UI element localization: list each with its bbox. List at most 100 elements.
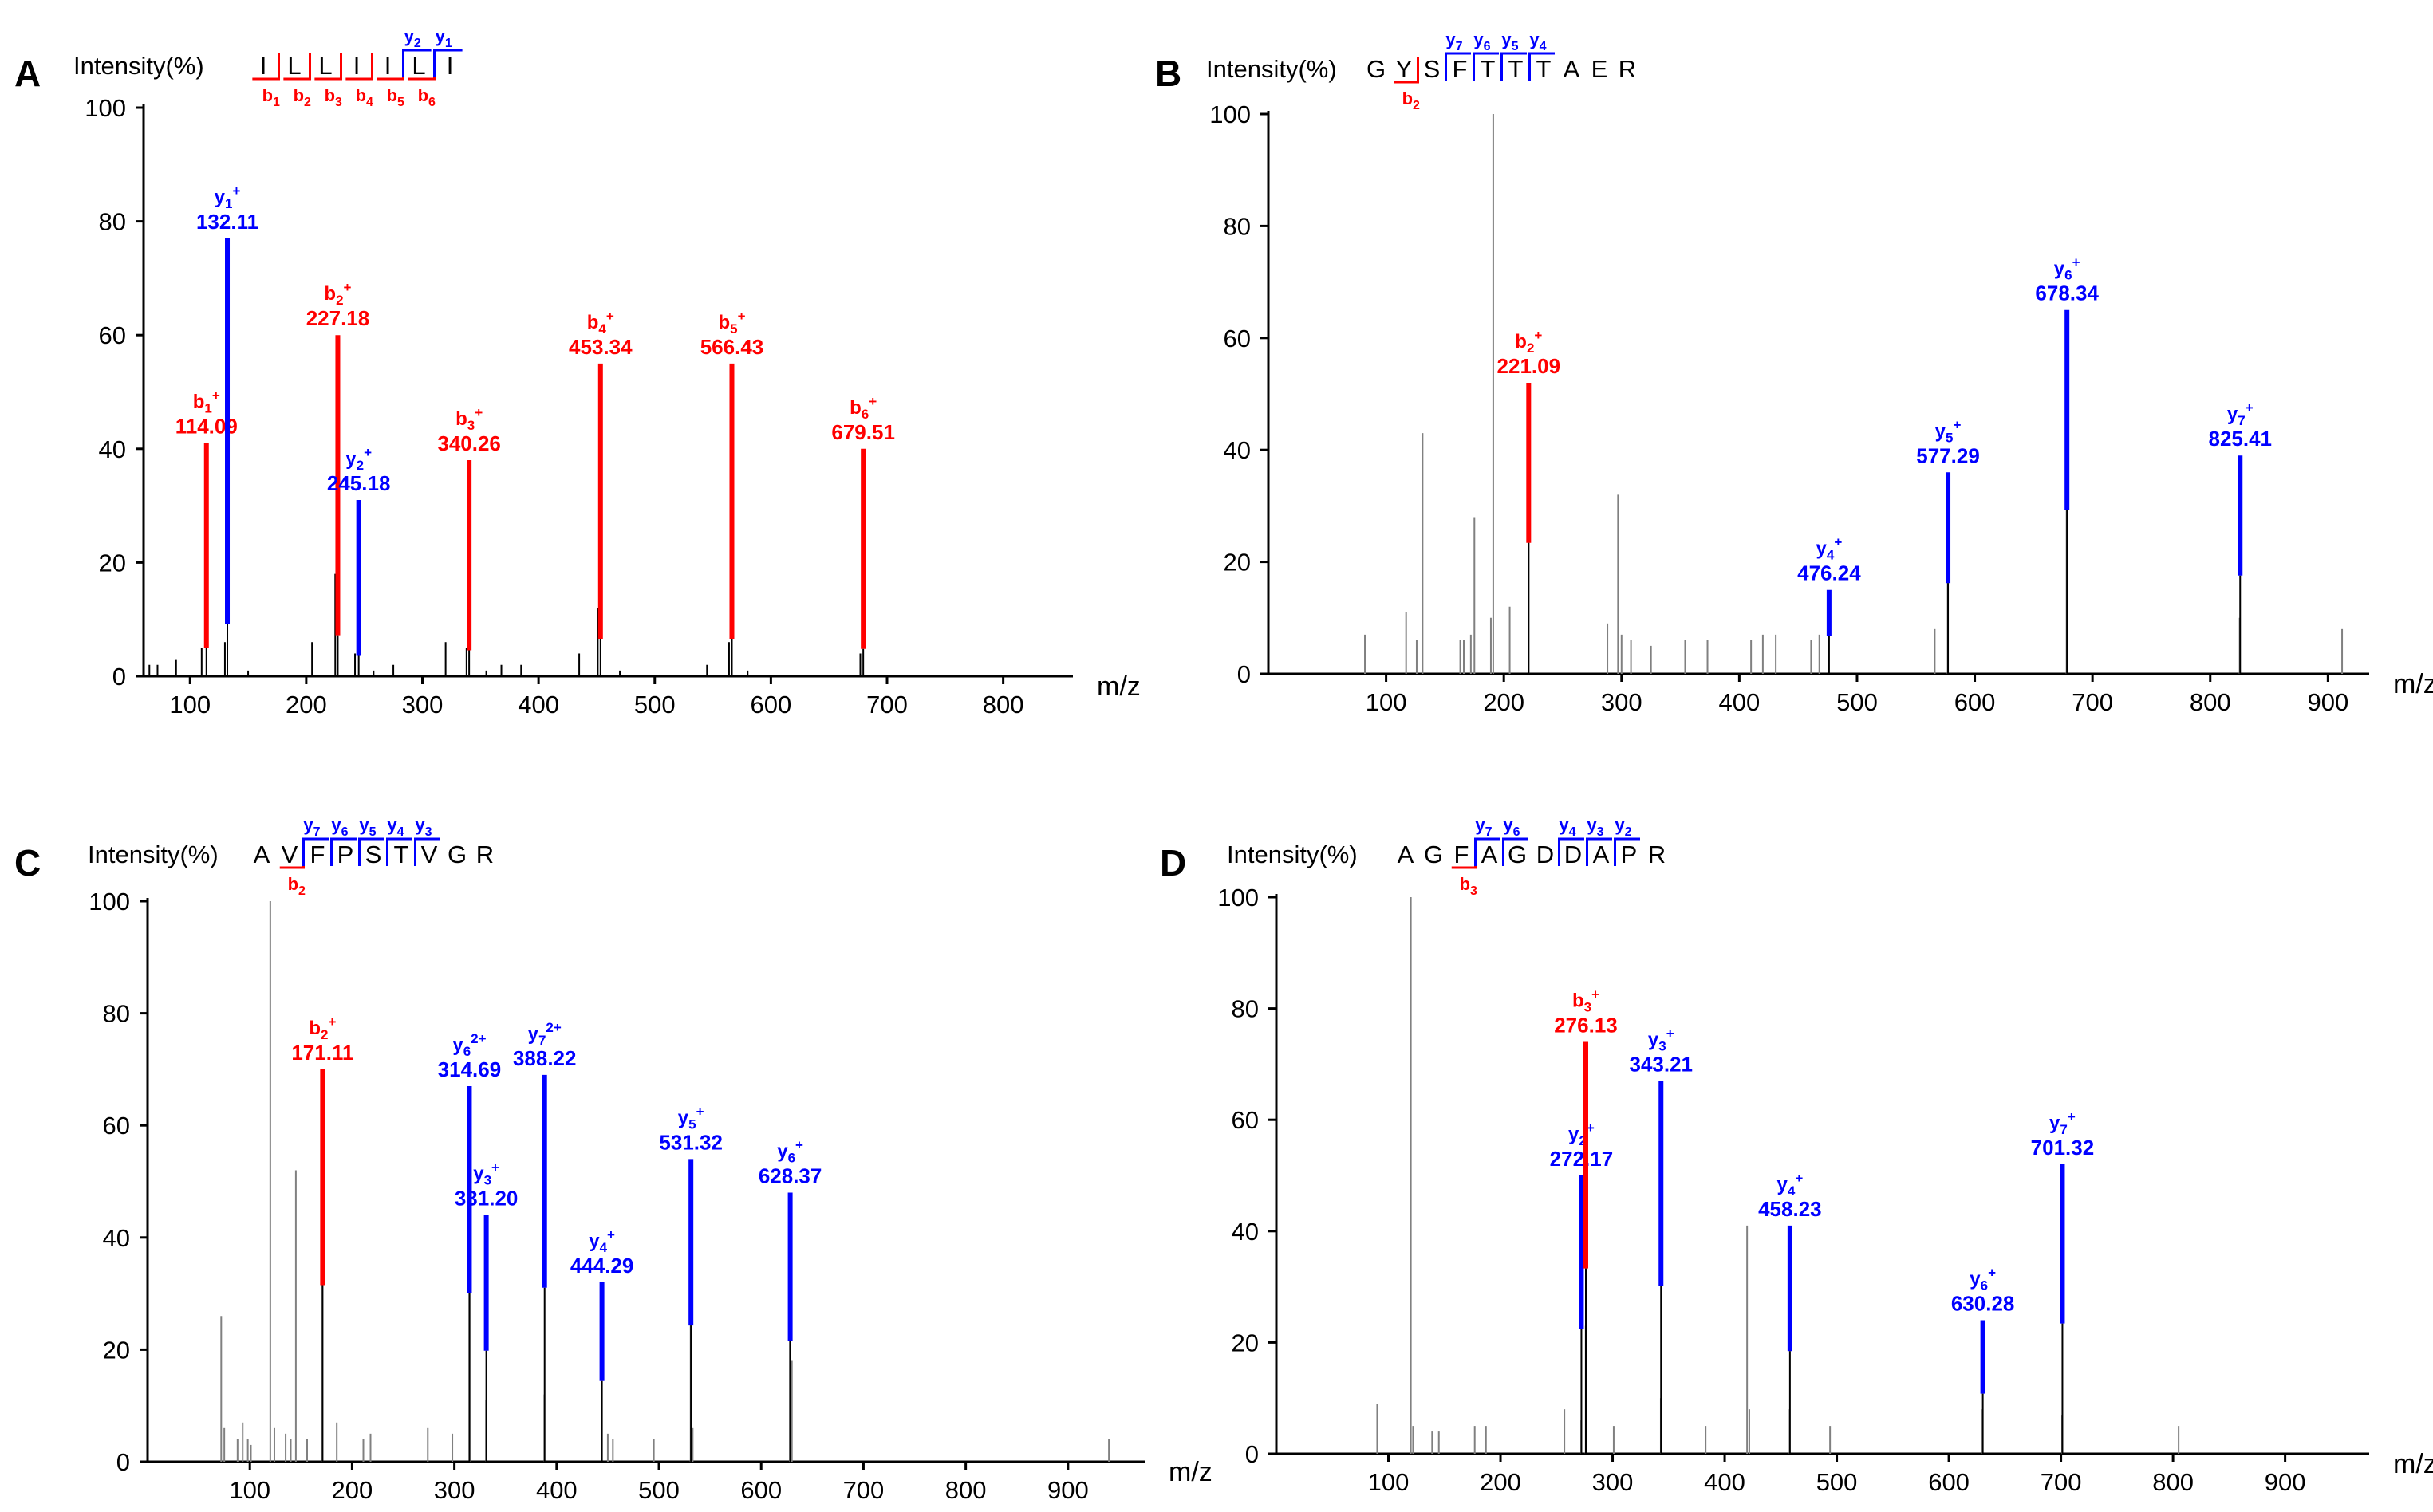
y-tick-label: 100 — [85, 94, 126, 122]
x-tick-label: 700 — [866, 691, 908, 719]
sequence-residue: Y — [1396, 55, 1413, 83]
y-fragment-bracket — [1474, 837, 1500, 866]
x-tick-label: 600 — [1928, 1468, 1970, 1496]
b-ion-mz: 566.43 — [700, 335, 764, 359]
y-fragment-bracket — [402, 49, 432, 77]
x-tick-label: 500 — [1836, 688, 1878, 716]
sequence-residue: T — [1508, 55, 1524, 83]
x-tick-label: 100 — [1366, 688, 1407, 716]
y-tick-label: 60 — [99, 321, 126, 349]
y-fragment-bracket — [414, 837, 440, 866]
y-fragment-label: y6 — [1503, 815, 1520, 839]
y-ion-mz: 245.18 — [327, 471, 391, 495]
y-tick-label: 60 — [103, 1112, 130, 1140]
y-ion-mz: 476.24 — [1797, 561, 1861, 585]
x-axis-label: m/z — [1097, 671, 1141, 702]
y-tick-label: 40 — [103, 1224, 130, 1252]
x-tick-label: 200 — [1480, 1468, 1521, 1496]
y-fragment-label: y3 — [1587, 815, 1603, 839]
x-tick-label: 500 — [634, 691, 676, 719]
x-tick-label: 700 — [843, 1476, 885, 1504]
x-axis-label: m/z — [1169, 1457, 1213, 1487]
x-tick-label: 200 — [286, 691, 327, 719]
y-ion-mz: 678.34 — [2035, 282, 2099, 305]
y-ion-mz: 825.41 — [2208, 427, 2272, 451]
y-tick-label: 100 — [89, 888, 130, 915]
y-ion-label: y4+ — [589, 1227, 615, 1255]
b-ion-label: b2+ — [324, 280, 351, 308]
sequence-residue: G — [448, 841, 467, 868]
y-tick-label: 100 — [1209, 100, 1251, 128]
x-tick-label: 700 — [2072, 688, 2113, 716]
sequence-residue: D — [1536, 841, 1554, 868]
y-fragment-bracket — [1558, 837, 1584, 866]
y-ion-label: y4+ — [1816, 535, 1843, 563]
b-fragment-bracket — [252, 53, 280, 81]
x-tick-label: 400 — [518, 691, 559, 719]
sequence-residue: G — [1508, 841, 1527, 868]
y-ion-label: y2+ — [1568, 1120, 1595, 1148]
sequence-residue: L — [287, 52, 301, 80]
y-tick-label: 80 — [1224, 212, 1251, 240]
y-ion-mz: 314.69 — [438, 1057, 502, 1081]
sequence-residue: T — [1481, 55, 1496, 83]
y-fragment-label: y4 — [1529, 30, 1546, 53]
b-fragment-label: b5 — [387, 85, 404, 109]
y-ion-mz: 458.23 — [1758, 1197, 1822, 1221]
y-tick-label: 0 — [1237, 660, 1251, 688]
x-tick-label: 400 — [536, 1476, 578, 1504]
x-tick-label: 100 — [1368, 1468, 1410, 1496]
y-fragment-label: y6 — [331, 815, 348, 839]
sequence-residue: A — [1564, 55, 1580, 83]
y-tick-label: 100 — [1217, 884, 1259, 912]
x-tick-label: 600 — [1954, 688, 1996, 716]
sequence-residue: A — [1398, 841, 1414, 868]
b-ion-label: b2+ — [309, 1014, 336, 1042]
b-ion-label: b3+ — [455, 405, 483, 433]
b-ion-label: b5+ — [718, 309, 745, 337]
b-fragment-label: b6 — [418, 85, 436, 109]
y-axis-title: Intensity(%) — [88, 841, 219, 868]
x-tick-label: 800 — [2152, 1468, 2194, 1496]
y-ion-label: y5+ — [678, 1104, 704, 1132]
y-tick-label: 80 — [103, 1000, 130, 1028]
y-ion-label: y2+ — [345, 445, 372, 473]
y-axis-title: Intensity(%) — [1206, 55, 1337, 83]
x-tick-label: 400 — [1704, 1468, 1745, 1496]
sequence-residue: P — [1621, 841, 1638, 868]
sequence-residue: I — [353, 52, 361, 80]
y-fragment-label: y3 — [415, 815, 432, 839]
y-tick-label: 20 — [99, 549, 126, 577]
b-ion-mz: 340.26 — [437, 431, 501, 455]
b-fragment-bracket — [283, 53, 311, 81]
y-fragment-label: y5 — [359, 815, 376, 839]
sequence-residue: A — [1593, 841, 1610, 868]
b-ion-label: b6+ — [850, 394, 877, 422]
sequence-residue: L — [412, 52, 425, 80]
panel-letter: A — [14, 53, 41, 94]
sequence-residue: I — [447, 52, 454, 80]
sequence-residue: A — [254, 841, 270, 868]
x-tick-label: 900 — [1047, 1476, 1089, 1504]
sequence-residue: L — [318, 52, 332, 80]
b-ion-label: b4+ — [587, 309, 614, 337]
sequence-residue: R — [1619, 55, 1636, 83]
sequence-residue: P — [337, 841, 354, 868]
sequence-residue: S — [365, 841, 382, 868]
sequence-residue: V — [421, 841, 438, 868]
y-ion-label: y6+ — [2054, 255, 2080, 283]
x-tick-label: 500 — [1816, 1468, 1858, 1496]
sequence-residue: E — [1591, 55, 1608, 83]
y-ion-mz: 444.29 — [570, 1254, 634, 1278]
b-ion-mz: 276.13 — [1554, 1013, 1618, 1037]
b-fragment-bracket — [314, 53, 342, 81]
y-fragment-bracket — [433, 49, 463, 77]
y-tick-label: 20 — [103, 1336, 130, 1364]
y-ion-mz: 630.28 — [1951, 1291, 2015, 1315]
sequence-residue: D — [1564, 841, 1582, 868]
y-ion-label: y6+ — [777, 1138, 803, 1166]
